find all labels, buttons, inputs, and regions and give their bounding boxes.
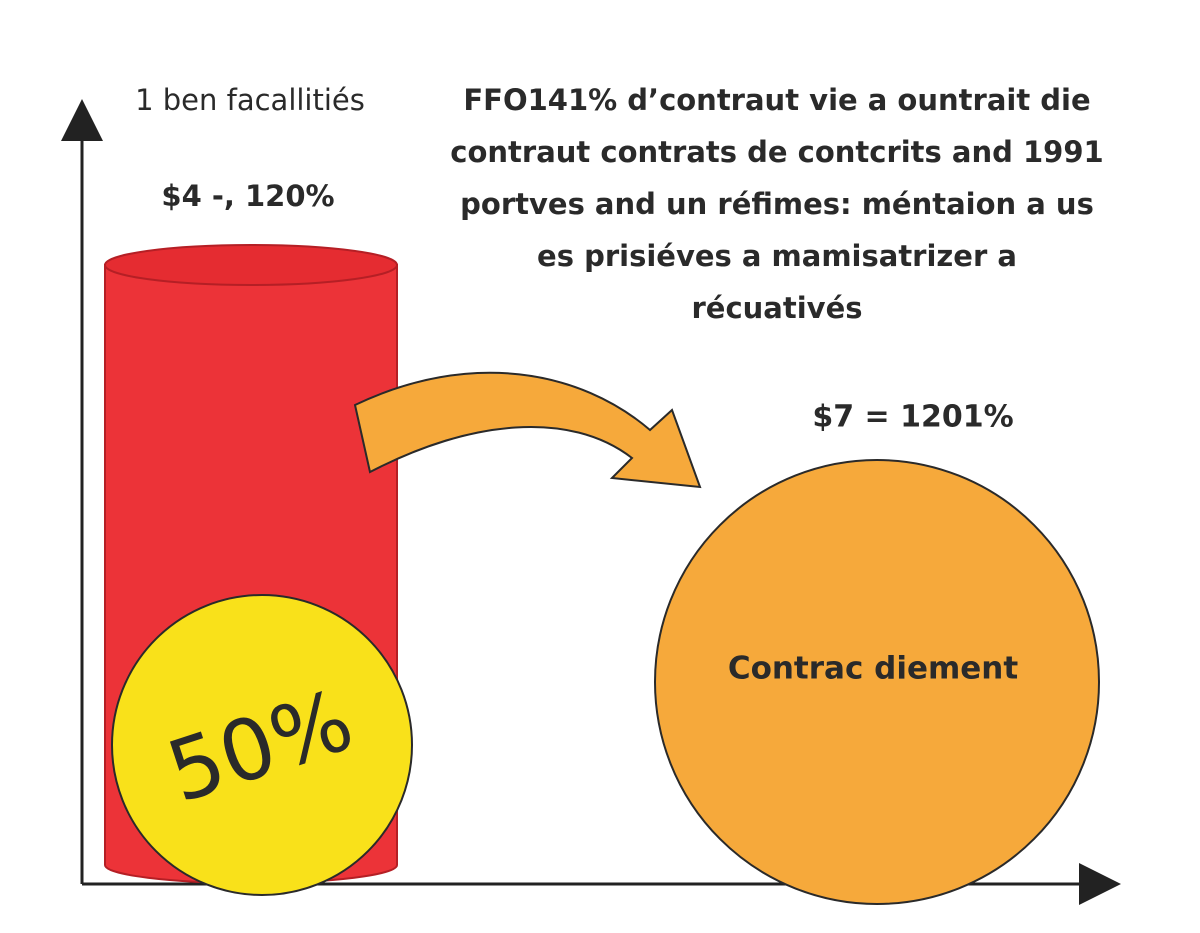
- description: FFO141% d’contraut vie a ountrait die con…: [450, 83, 1103, 325]
- description-line: portves and un réfimes: méntaion a us: [460, 187, 1094, 221]
- description-line: récuativés: [691, 291, 862, 325]
- description-line: FFO141% d’contraut vie a ountrait die: [463, 83, 1090, 117]
- result-circle: [654, 459, 1100, 905]
- badge-circle: [111, 594, 413, 896]
- description-line: es prisiéves a mamisatrizer a: [537, 239, 1017, 273]
- bar-label: 1 ben facallitiés: [135, 83, 365, 117]
- result-value: $7 = 1201%: [812, 400, 1013, 435]
- description-line: contraut contrats de contcrits and 1991: [450, 135, 1103, 169]
- bar-value: $4 -, 120%: [161, 179, 334, 213]
- result-label: Contrac diement: [728, 651, 1019, 687]
- arrow: [353, 371, 702, 489]
